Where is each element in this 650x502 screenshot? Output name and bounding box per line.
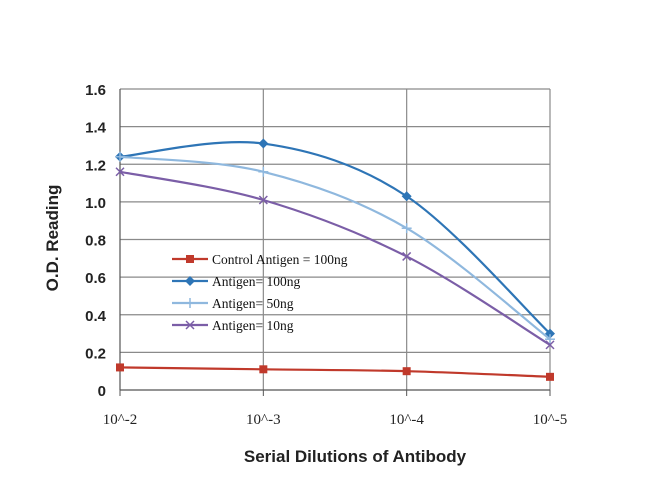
y-axis-title: O.D. Reading xyxy=(43,185,62,292)
data-point xyxy=(545,340,555,350)
legend-item: Antigen= 100ng xyxy=(172,274,300,289)
axes: 0 0.2 0.4 0.6 0.8 1.0 1.2 1.4 1.6 10^-2 10^-3 10^-4… xyxy=(85,82,567,428)
legend-marker xyxy=(185,298,195,308)
data-point xyxy=(402,251,412,261)
x-tick-label: 10^-3 xyxy=(246,412,281,428)
legend: Control Antigen = 100ng Antigen= 100ng Ant… xyxy=(172,252,348,333)
series-0 xyxy=(116,363,554,381)
data-point xyxy=(115,151,125,162)
y-tick-label: 1.6 xyxy=(85,82,106,99)
series-line xyxy=(119,140,551,335)
x-b xyxy=(545,340,555,350)
series-3 xyxy=(115,167,555,350)
data-point xyxy=(259,365,268,374)
series-line xyxy=(119,155,551,341)
legend-label: Control Antigen = 100ng xyxy=(212,252,348,267)
y-tick-label: 0 xyxy=(98,383,106,400)
series-lines xyxy=(115,138,555,381)
data-point xyxy=(258,138,269,149)
x-tick-label: 10^-4 xyxy=(389,412,424,428)
data-point xyxy=(402,367,411,376)
data-point xyxy=(258,195,268,205)
legend-label: Antigen= 10ng xyxy=(212,318,294,333)
data-point xyxy=(546,372,554,381)
data-point xyxy=(258,166,269,177)
x-b xyxy=(115,167,125,177)
legend-marker xyxy=(185,276,195,286)
data-point xyxy=(401,191,412,202)
y-tick-label: 1.2 xyxy=(85,157,106,174)
series-line xyxy=(119,170,551,346)
data-point xyxy=(401,223,412,234)
x-b xyxy=(258,195,268,205)
data-point xyxy=(115,167,125,177)
x-axis-title: Serial Dilutions of Antibody xyxy=(244,447,467,466)
data-point xyxy=(545,334,555,345)
data-point xyxy=(116,363,124,372)
legend-item: Antigen= 10ng xyxy=(172,318,294,333)
legend-marker xyxy=(185,320,195,330)
x-b xyxy=(185,320,195,330)
legend-item: Control Antigen = 100ng xyxy=(172,252,348,267)
y-tick-label: 0.6 xyxy=(85,270,106,287)
y-tick-label: 0.2 xyxy=(85,345,106,362)
series-2 xyxy=(115,151,555,345)
y-tick-label: 0.8 xyxy=(85,233,106,250)
series-1 xyxy=(115,138,555,339)
x-tick-label: 10^-2 xyxy=(103,412,138,428)
x-b xyxy=(402,251,412,261)
legend-item: Antigen= 50ng xyxy=(172,296,294,311)
legend-label: Antigen= 100ng xyxy=(212,274,300,289)
y-tick-label: 1.0 xyxy=(85,195,106,212)
series-line xyxy=(119,366,551,378)
x-tick-label: 10^-5 xyxy=(533,412,568,428)
y-tick-label: 0.4 xyxy=(85,308,107,325)
legend-label: Antigen= 50ng xyxy=(212,296,294,311)
y-tick-label: 1.4 xyxy=(85,120,107,137)
legend-marker xyxy=(186,255,194,263)
